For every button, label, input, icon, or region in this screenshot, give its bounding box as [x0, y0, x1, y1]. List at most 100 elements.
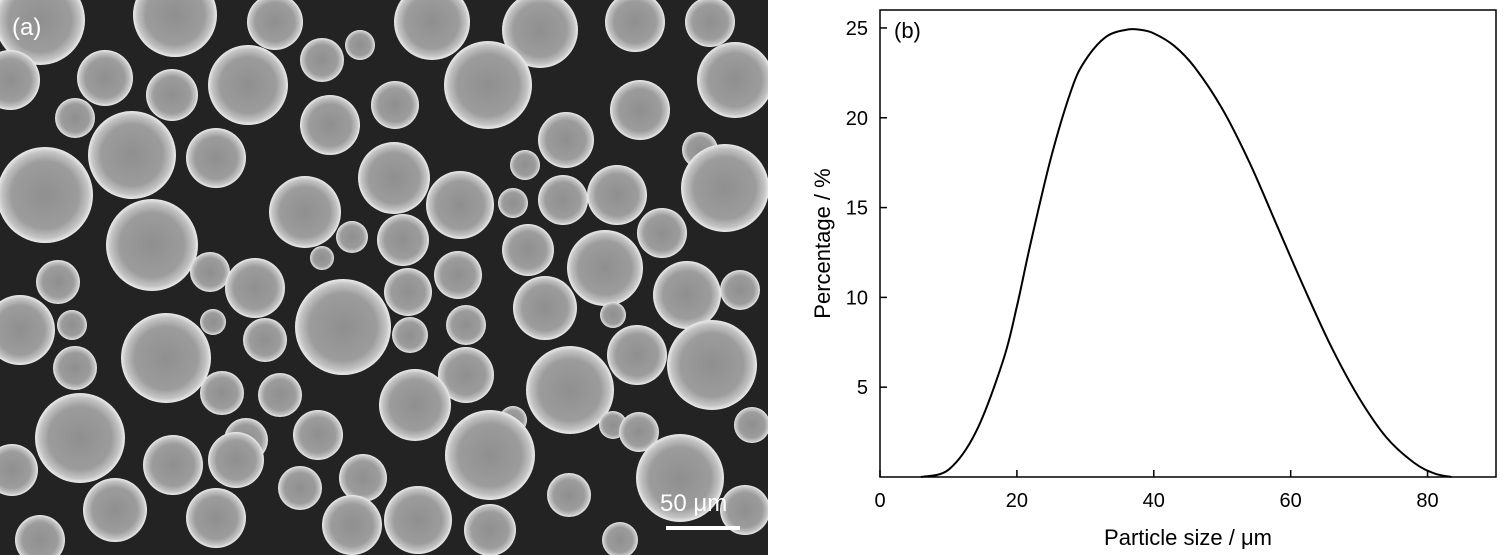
particle — [734, 407, 768, 443]
particle — [208, 45, 288, 125]
particle — [36, 260, 80, 304]
particle — [358, 142, 430, 214]
particle — [384, 486, 452, 554]
particle — [293, 410, 343, 460]
particle — [146, 69, 198, 121]
particle — [587, 165, 647, 225]
particle — [602, 522, 638, 555]
sem-image-panel: (a) 50 μm — [0, 0, 768, 555]
particle — [295, 279, 391, 375]
particle — [0, 50, 40, 110]
particle — [513, 276, 577, 340]
particle — [0, 295, 55, 365]
particle — [636, 434, 724, 522]
particle — [336, 221, 368, 253]
particle — [269, 176, 341, 248]
x-tick-label: 80 — [1416, 490, 1438, 512]
particle — [310, 246, 334, 270]
particle — [83, 478, 147, 542]
y-tick-label: 15 — [846, 198, 868, 220]
particle — [200, 371, 244, 415]
x-tick-label: 0 — [874, 490, 885, 512]
particle — [106, 199, 198, 291]
y-axis-title: Percentage / % — [810, 168, 835, 318]
x-tick-label: 60 — [1280, 490, 1302, 512]
particle — [225, 258, 285, 318]
scale-bar-label: 50 μm — [660, 490, 728, 517]
particle — [610, 80, 670, 140]
particle — [667, 320, 757, 410]
particle — [377, 214, 429, 266]
particle — [300, 95, 360, 155]
particle — [502, 224, 554, 276]
particle — [605, 0, 665, 52]
particle — [538, 175, 588, 225]
y-tick-label: 20 — [846, 108, 868, 130]
particle — [392, 317, 428, 353]
particle — [200, 309, 226, 335]
particle — [607, 325, 667, 385]
particle — [384, 268, 432, 316]
particle — [547, 473, 591, 517]
x-axis-title: Particle size / μm — [1104, 525, 1272, 550]
panel-a-label: (a) — [12, 14, 42, 41]
particle — [371, 81, 419, 129]
particle — [55, 98, 95, 138]
particle — [0, 147, 93, 243]
y-tick-label: 25 — [846, 18, 868, 40]
particle — [567, 230, 643, 306]
particle — [379, 369, 451, 441]
particle — [186, 128, 246, 188]
particle — [247, 0, 303, 50]
particle-size-chart: 0 20 40 60 80 5 10 15 20 25 (b) Particle size / … — [810, 9, 1497, 550]
particle — [510, 150, 540, 180]
particle — [121, 313, 211, 403]
y-tick-label: 10 — [846, 287, 868, 309]
particle — [190, 252, 230, 292]
particle — [526, 346, 614, 434]
particle — [77, 50, 133, 106]
particle — [681, 144, 768, 232]
particle — [502, 0, 578, 68]
particle — [438, 347, 494, 403]
particle — [697, 42, 768, 118]
particle — [426, 171, 494, 239]
powder-particles — [0, 0, 768, 555]
particle — [685, 0, 735, 47]
particle — [653, 261, 721, 329]
particle — [538, 112, 594, 168]
particle — [600, 302, 626, 328]
particle — [243, 318, 287, 362]
particle — [186, 488, 246, 548]
particle — [35, 393, 125, 483]
y-axis-ticks: 5 10 15 20 25 — [846, 18, 887, 399]
particle — [434, 251, 482, 299]
particle — [0, 444, 38, 496]
particle — [345, 30, 375, 60]
particle — [720, 485, 768, 535]
particle — [637, 208, 687, 258]
particle — [53, 346, 97, 390]
particle — [322, 495, 382, 555]
particle — [445, 410, 535, 500]
particle — [619, 412, 659, 452]
particle — [143, 435, 203, 495]
x-tick-label: 40 — [1143, 490, 1165, 512]
particle — [300, 38, 344, 82]
y-tick-label: 5 — [857, 377, 868, 399]
x-axis-ticks: 0 20 40 60 80 — [874, 470, 1439, 512]
particle — [339, 454, 387, 502]
particle — [15, 515, 65, 555]
panel-b-label: (b) — [894, 18, 921, 43]
particle — [208, 432, 264, 488]
sem-micrograph — [0, 0, 768, 555]
particle — [498, 188, 528, 218]
scale-bar — [666, 526, 740, 530]
particle — [278, 466, 322, 510]
particle — [57, 310, 87, 340]
particle — [720, 270, 760, 310]
x-tick-label: 20 — [1006, 490, 1028, 512]
particle — [444, 41, 532, 129]
particle — [258, 373, 302, 417]
